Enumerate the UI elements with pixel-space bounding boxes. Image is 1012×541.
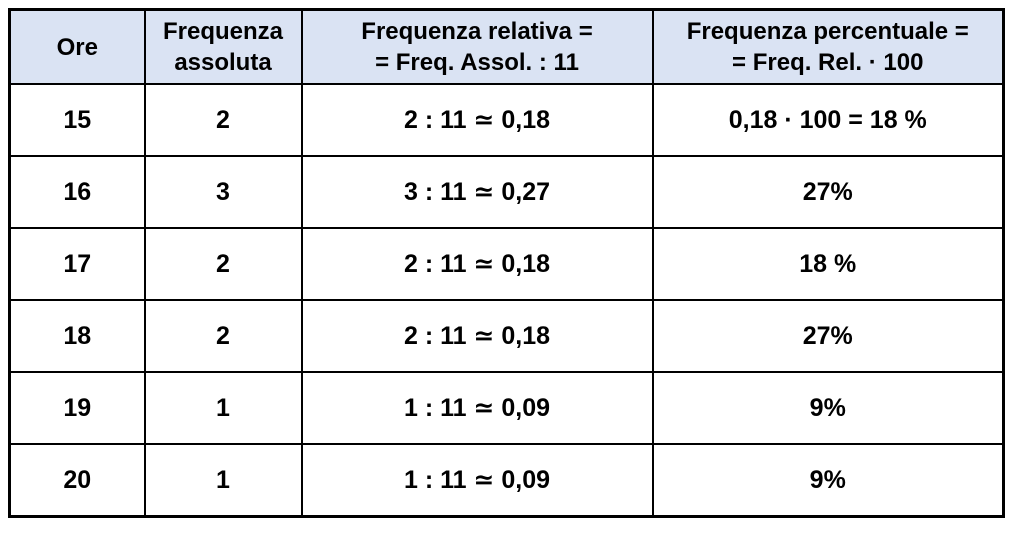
header-line: assoluta — [174, 49, 272, 76]
cell-frequenza-relativa: 1 : 11 ≃ 0,09 — [300, 443, 654, 518]
table-row: 18 2 2 : 11 ≃ 0,18 27% — [8, 299, 1005, 373]
cell-frequenza-percentuale: 9% — [651, 371, 1005, 445]
header-frequenza-percentuale: Frequenza percentuale = = Freq. Rel. · 1… — [651, 8, 1005, 85]
frequency-table: Ore Frequenza assoluta Frequenza relativ… — [8, 8, 1005, 518]
header-line: Frequenza percentuale = — [686, 18, 969, 45]
cell-ore: 19 — [8, 371, 146, 445]
header-frequenza-relativa: Frequenza relativa = = Freq. Assol. : 11 — [300, 8, 654, 85]
cell-frequenza-percentuale: 27% — [651, 155, 1005, 229]
cell-ore: 18 — [8, 299, 146, 373]
cell-frequenza-percentuale: 18 % — [651, 227, 1005, 301]
cell-frequenza-percentuale: 9% — [651, 443, 1005, 518]
header-line: Frequenza relativa = — [361, 18, 593, 45]
cell-frequenza-assoluta: 3 — [143, 155, 303, 229]
table-row: 17 2 2 : 11 ≃ 0,18 18 % — [8, 227, 1005, 301]
header-line: Ore — [56, 33, 98, 61]
header-line: = Freq. Rel. · 100 — [732, 49, 924, 76]
cell-ore: 17 — [8, 227, 146, 301]
cell-frequenza-assoluta: 1 — [143, 371, 303, 445]
cell-ore: 15 — [8, 83, 146, 157]
header-line: = Freq. Assol. : 11 — [375, 49, 579, 76]
cell-frequenza-relativa: 1 : 11 ≃ 0,09 — [300, 371, 654, 445]
table-row: 20 1 1 : 11 ≃ 0,09 9% — [8, 443, 1005, 518]
table-row: 16 3 3 : 11 ≃ 0,27 27% — [8, 155, 1005, 229]
cell-frequenza-percentuale: 0,18 · 100 = 18 % — [651, 83, 1005, 157]
table-row: 19 1 1 : 11 ≃ 0,09 9% — [8, 371, 1005, 445]
cell-frequenza-percentuale: 27% — [651, 299, 1005, 373]
header-ore: Ore — [8, 8, 146, 85]
table-row: 15 2 2 : 11 ≃ 0,18 0,18 · 100 = 18 % — [8, 83, 1005, 157]
cell-ore: 16 — [8, 155, 146, 229]
cell-frequenza-assoluta: 2 — [143, 299, 303, 373]
cell-frequenza-relativa: 2 : 11 ≃ 0,18 — [300, 227, 654, 301]
header-frequenza-assoluta: Frequenza assoluta — [143, 8, 303, 85]
cell-frequenza-assoluta: 2 — [143, 227, 303, 301]
cell-frequenza-assoluta: 2 — [143, 83, 303, 157]
table-header-row: Ore Frequenza assoluta Frequenza relativ… — [8, 8, 1005, 85]
cell-frequenza-relativa: 2 : 11 ≃ 0,18 — [300, 299, 654, 373]
header-line: Frequenza — [162, 18, 284, 45]
cell-frequenza-relativa: 3 : 11 ≃ 0,27 — [300, 155, 654, 229]
cell-ore: 20 — [8, 443, 146, 518]
cell-frequenza-assoluta: 1 — [143, 443, 303, 518]
cell-frequenza-relativa: 2 : 11 ≃ 0,18 — [300, 83, 654, 157]
